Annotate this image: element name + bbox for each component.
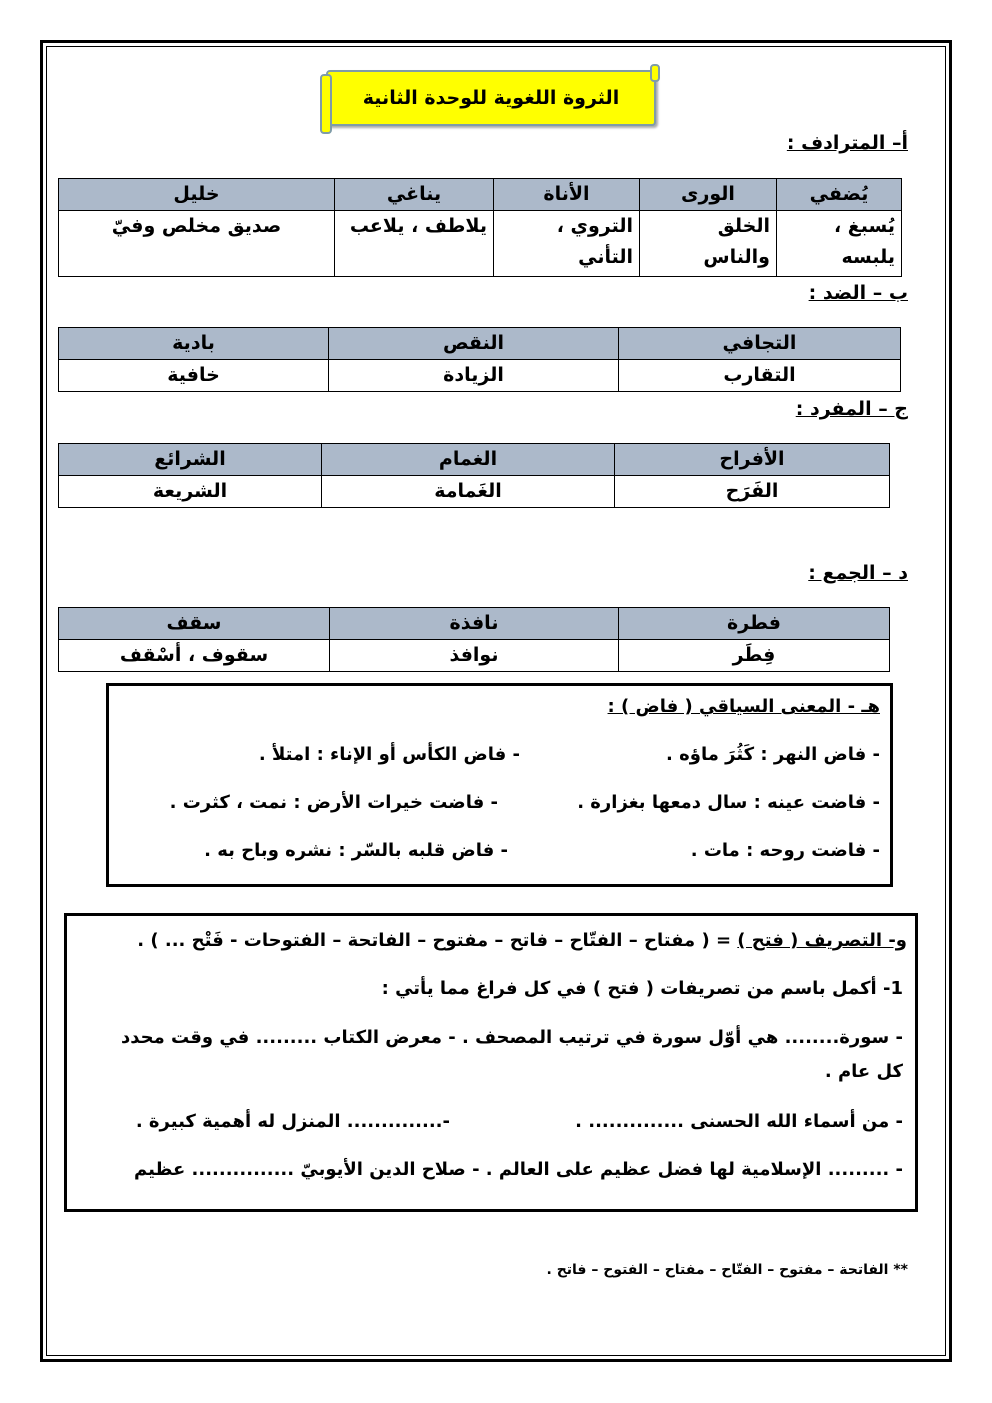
table-header-row: الأفراح الغمام الشرائع xyxy=(58,443,890,476)
exercise-item: - من أسماء الله الحسنى .............. . xyxy=(575,1111,903,1132)
exercise-item: - سورة........ هي أوّل سورة في ترتيب الم… xyxy=(121,1027,903,1048)
context-item: - فاضت خيرات الأرض : نمت ، كثرت . xyxy=(169,792,498,813)
exercise-question: 1- أكمل باسم من تصريفات ( فتح ) في كل فر… xyxy=(381,978,903,999)
cell: يلاطف ، يلاعب xyxy=(334,210,494,277)
header-cell: خليل xyxy=(58,178,335,211)
cell: التقارب xyxy=(618,359,901,392)
header-cell: الأناة xyxy=(493,178,640,211)
table-row: التقارب الزيادة خافية xyxy=(58,359,901,392)
exercise-item: - ......... الإسلامية لها فضل عظيم على ا… xyxy=(133,1159,903,1180)
singular-table: الأفراح الغمام الشرائع الفَرَح الغَمامة … xyxy=(58,443,890,508)
header-cell: التجافي xyxy=(618,327,901,360)
synonyms-table: يُضفي الورى الأناة يناغي خليل يُسبغ ، يل… xyxy=(58,178,902,277)
table-header-row: فطرة نافذة سقف xyxy=(58,607,890,640)
cell: فِطَر xyxy=(618,639,890,672)
cell: سقوف ، أسْقف xyxy=(58,639,330,672)
header-cell: يناغي xyxy=(334,178,494,211)
cell: الخلق والناس xyxy=(639,210,777,277)
context-item: - فاض قلبه بالسّر : نشره وباح به . xyxy=(204,840,508,861)
exercise-item: -.............. المنزل له أهمية كبيرة . xyxy=(135,1111,450,1132)
context-item: - فاض النهر : كَثُرَ ماؤه . xyxy=(666,744,880,765)
table-header-row: التجافي النقص بادية xyxy=(58,327,901,360)
table-row: يُسبغ ، يلبسه الخلق والناس التروي ، التأ… xyxy=(58,210,902,277)
cell: التروي ، التأني xyxy=(493,210,640,277)
page-border xyxy=(40,40,952,1362)
plural-table: فطرة نافذة سقف فِطَر نوافذ سقوف ، أسْقف xyxy=(58,607,890,672)
antonyms-heading: ب – الضد : xyxy=(808,282,908,304)
title-banner: الثروة اللغوية للوحدة الثانية xyxy=(320,64,660,134)
header-cell: سقف xyxy=(58,607,330,640)
header-cell: الورى xyxy=(639,178,777,211)
singular-heading: ج – المفرد : xyxy=(795,398,908,420)
page-title: الثروة اللغوية للوحدة الثانية xyxy=(362,87,620,109)
header-cell: فطرة xyxy=(618,607,890,640)
derivation-line: و- التصريف ( فتح ) = ( مفتاح – الفتّاح –… xyxy=(137,930,907,951)
cell: خافية xyxy=(58,359,329,392)
header-cell: الغمام xyxy=(321,443,615,476)
header-cell: بادية xyxy=(58,327,329,360)
cell: الزيادة xyxy=(328,359,619,392)
table-row: الفَرَح الغَمامة الشريعة xyxy=(58,475,890,508)
synonyms-heading: أ– المترادف : xyxy=(786,132,908,154)
cell: يُسبغ ، يلبسه xyxy=(776,210,902,277)
plural-heading: د – الجمع : xyxy=(808,562,908,584)
exercise-item: كل عام . xyxy=(824,1061,903,1082)
context-item: - فاضت روحه : مات . xyxy=(690,840,880,861)
cell: صديق مخلص وفيّ xyxy=(58,210,335,277)
header-cell: الشرائع xyxy=(58,443,322,476)
header-cell: يُضفي xyxy=(776,178,902,211)
context-item: - فاضت عينه : سال دمعها بغزارة . xyxy=(577,792,880,813)
cell: نوافذ xyxy=(329,639,619,672)
header-cell: نافذة xyxy=(329,607,619,640)
table-row: فِطَر نوافذ سقوف ، أسْقف xyxy=(58,639,890,672)
answers-line: ** الفاتحة – مفتوح – الفتّاح – مفتاح – ا… xyxy=(546,1262,908,1278)
table-header-row: يُضفي الورى الأناة يناغي خليل xyxy=(58,178,902,211)
context-item: - فاض الكأس أو الإناء : امتلأ . xyxy=(258,744,520,765)
cell: الفَرَح xyxy=(614,475,890,508)
context-heading: هـ - المعنى السياقي ( فاض ) : xyxy=(607,696,880,717)
antonyms-table: التجافي النقص بادية التقارب الزيادة خافي… xyxy=(58,327,901,392)
cell: الشريعة xyxy=(58,475,322,508)
cell: الغَمامة xyxy=(321,475,615,508)
header-cell: النقص xyxy=(328,327,619,360)
page-border-inner xyxy=(46,46,946,1356)
derivation-box: و- التصريف ( فتح ) = ( مفتاح – الفتّاح –… xyxy=(64,913,918,1212)
context-box: هـ - المعنى السياقي ( فاض ) : - فاض النه… xyxy=(106,683,893,887)
header-cell: الأفراح xyxy=(614,443,890,476)
derivation-forms: = ( مفتاح – الفتّاح – فاتح – مفتوح – الف… xyxy=(137,930,738,951)
derivation-label: و- التصريف ( فتح ) xyxy=(737,930,907,951)
